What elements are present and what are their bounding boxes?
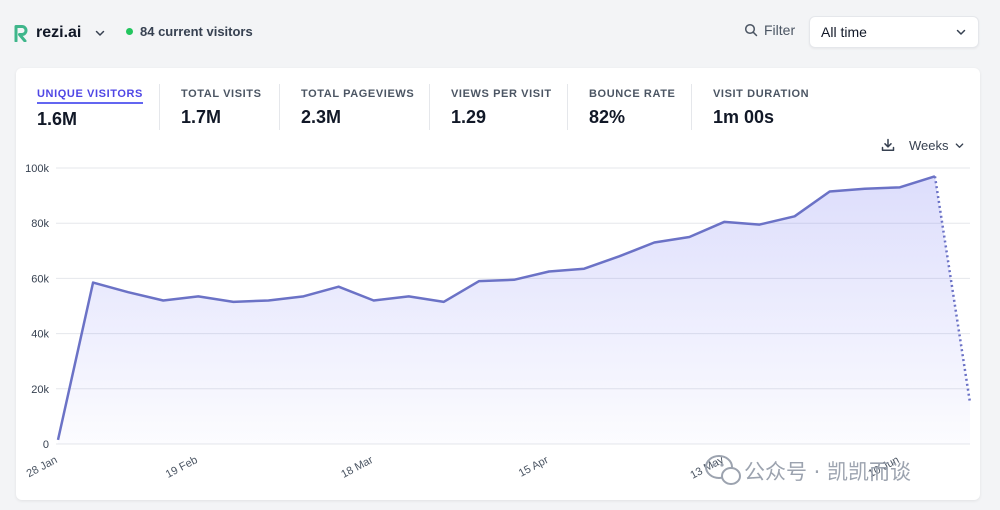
x-tick-label: 28 Jan [25,454,60,480]
filter-button[interactable]: Filter [744,22,795,38]
y-tick-label: 80k [31,218,49,230]
download-icon[interactable] [881,138,895,152]
stat-bounce-rate[interactable]: BOUNCE RATE 82% [589,84,675,144]
live-dot [126,28,133,35]
chart-area-fill [58,176,970,444]
stat-unique-visitors[interactable]: UNIQUE VISITORS 1.6M [37,84,143,144]
divider [279,84,280,130]
x-tick-label: 15 Apr [517,454,551,480]
stat-label: VIEWS PER VISIT [451,88,552,100]
stat-total-visits[interactable]: TOTAL VISITS 1.7M [181,84,262,144]
stat-value: 1.29 [451,107,487,127]
chat-bubble-icon [705,455,741,485]
watermark: 公众号 · 凯凯而谈 [705,455,911,485]
stat-value: 82% [589,107,626,127]
y-tick-label: 40k [31,329,49,341]
x-tick-label: 18 Mar [339,454,375,481]
stat-label: UNIQUE VISITORS [37,88,143,104]
interval-select[interactable]: Weeks [909,138,964,153]
top-bar: rezi.ai 84 current visitors Filter All t… [0,0,1000,66]
y-tick-label: 60k [31,273,49,285]
chevron-down-icon [955,143,963,148]
filter-label: Filter [764,22,796,38]
logo-icon [14,25,28,42]
interval-label: Weeks [909,138,949,153]
stat-views-per-visit[interactable]: VIEWS PER VISIT 1.29 [451,84,552,144]
series-line-incomplete [933,176,972,403]
y-tick-label: 100k [25,163,49,175]
chevron-down-icon [956,29,966,35]
period-select[interactable]: All time [809,16,979,48]
series-line [56,175,936,441]
current-visitors-label: 84 current visitors [140,24,253,39]
current-visitors[interactable]: 84 current visitors [126,24,253,39]
stat-visit-duration[interactable]: VISIT DURATION 1m 00s [713,84,809,144]
search-icon [744,23,758,37]
stat-value: 1.6M [37,109,78,129]
divider [429,84,430,130]
watermark-text: 公众号 · 凯凯而谈 [744,460,911,484]
site-switcher[interactable]: rezi.ai [14,18,105,48]
stat-label: VISIT DURATION [713,88,810,100]
divider [567,84,568,130]
stat-label: BOUNCE RATE [589,88,676,100]
y-tick-label: 20k [31,384,49,396]
chevron-down-icon [96,30,105,36]
x-tick-label: 19 Feb [164,454,200,481]
stat-total-pageviews[interactable]: TOTAL PAGEVIEWS 2.3M [301,84,414,144]
stat-label: TOTAL VISITS [181,88,262,100]
stat-value: 1m 00s [713,107,775,127]
period-value: All time [821,24,867,40]
site-name: rezi.ai [36,24,82,41]
stat-value: 1.7M [181,107,222,127]
divider [691,84,692,130]
stat-value: 2.3M [301,107,342,127]
divider [159,84,160,130]
y-tick-label: 0 [43,439,49,451]
stat-label: TOTAL PAGEVIEWS [301,88,415,100]
